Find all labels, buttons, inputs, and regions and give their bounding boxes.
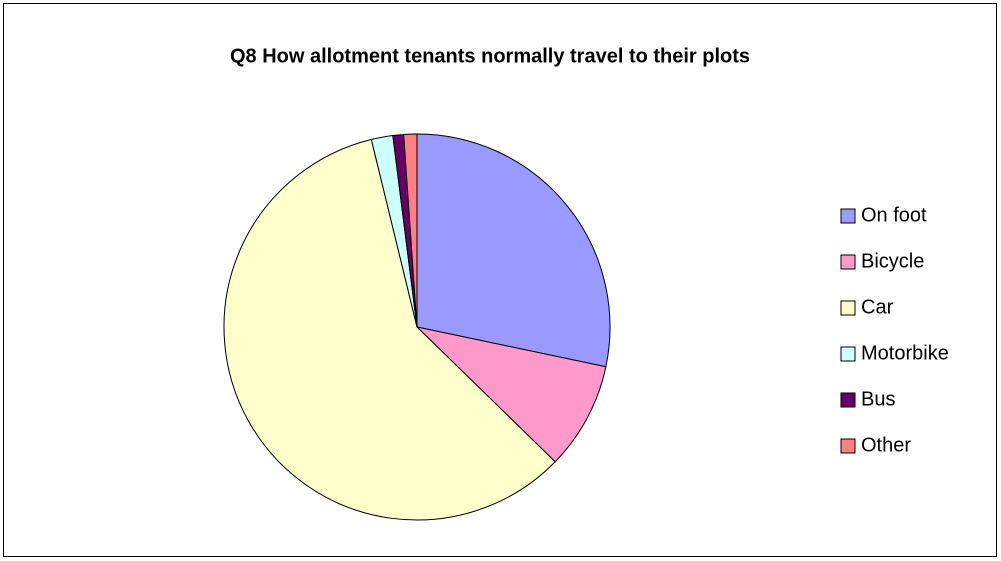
chart-title: Q8 How allotment tenants normally travel…	[230, 45, 750, 67]
pie-slice	[223, 138, 556, 521]
pie-slice	[416, 133, 611, 368]
pie-slice	[415, 326, 607, 463]
legend-swatch	[840, 346, 856, 362]
pie-slice	[403, 133, 418, 328]
legend-label: On foot	[861, 204, 927, 226]
legend-swatch	[840, 438, 856, 454]
legend-label: Bus	[861, 388, 895, 410]
legend-label: Other	[861, 434, 911, 456]
legend-swatch	[840, 392, 856, 408]
legend-label: Car	[861, 296, 894, 318]
legend-label: Bicycle	[861, 250, 924, 272]
legend-swatch	[840, 254, 856, 270]
legend-swatch	[840, 208, 856, 224]
legend-label: Motorbike	[861, 342, 949, 364]
legend-swatch	[840, 300, 856, 316]
